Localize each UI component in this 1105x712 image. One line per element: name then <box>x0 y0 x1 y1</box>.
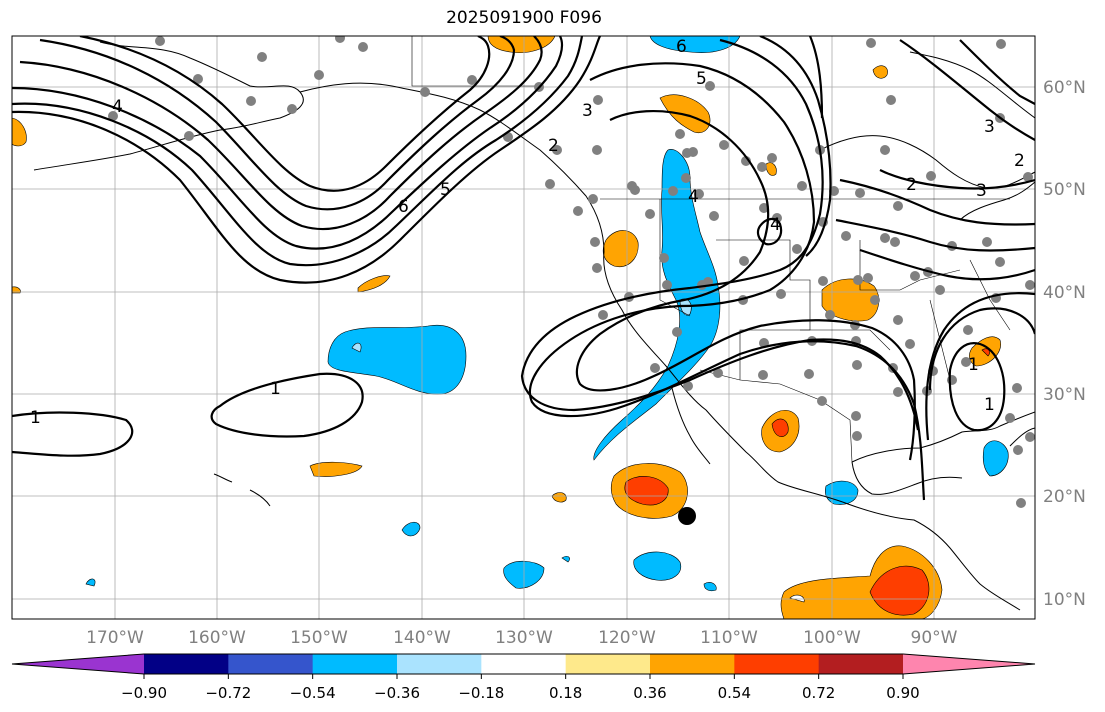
tc-marker <box>678 507 696 525</box>
colorbar-bin <box>734 654 820 674</box>
graticule <box>12 36 1035 619</box>
colorbar-tick-label: −0.54 <box>290 684 336 702</box>
contour-label: 3 <box>582 101 593 121</box>
contour-label: 1 <box>984 395 995 415</box>
political-borders <box>411 36 1011 463</box>
colorbar-tick-label: −0.90 <box>121 684 167 702</box>
colorbar-bin <box>228 654 314 674</box>
colorbar-bin <box>397 654 482 674</box>
colorbar-tick-label: 0.18 <box>549 684 582 702</box>
contour-label: 1 <box>270 379 281 399</box>
lon-label: 120°W <box>598 628 656 648</box>
contour-label: 4 <box>770 215 781 235</box>
colorbar-extend-high <box>903 654 1035 674</box>
colorbar-bin <box>818 654 904 674</box>
lon-label: 160°W <box>188 628 246 648</box>
lat-label: 20°N <box>1043 487 1086 507</box>
colorbar-tick-label: 0.54 <box>718 684 751 702</box>
lon-label: 130°W <box>495 628 553 648</box>
lon-label: 100°W <box>803 628 861 648</box>
colorbar: −0.90 −0.72 −0.54 −0.36 −0.18 0.18 0.36 0.54 0.7… <box>11 653 1036 702</box>
anomaly-fill <box>12 36 1009 619</box>
contour-label: 3 <box>984 117 995 137</box>
map-area: 1 1 2 3 4 5 6 2 3 4 5 6 2 3 4 1 1 <box>12 36 1035 619</box>
lat-label: 10°N <box>1043 590 1086 610</box>
longitude-labels: 170°W 160°W 150°W 140°W 130°W 120°W 110°… <box>86 628 958 648</box>
contour-label: 4 <box>688 187 699 207</box>
colorbar-tick-label: −0.18 <box>458 684 504 702</box>
colorbar-bin <box>481 654 567 674</box>
map-frame <box>11 35 1036 620</box>
contour-label: 1 <box>968 355 979 375</box>
colorbar-extend-low <box>12 654 144 674</box>
lon-label: 150°W <box>290 628 348 648</box>
colorbar-bin <box>144 654 229 674</box>
lat-label: 50°N <box>1043 180 1086 200</box>
contour-label: 5 <box>696 69 707 89</box>
contour-label: 6 <box>676 37 687 57</box>
lon-label: 170°W <box>86 628 144 648</box>
contour-label: 2 <box>906 175 917 195</box>
contour-label-group: 1 1 2 3 4 5 6 2 3 4 5 6 2 3 4 1 1 <box>30 37 1025 428</box>
latitude-labels: 60°N 50°N 40°N 30°N 20°N 10°N <box>1043 78 1086 610</box>
coastlines <box>33 41 1035 611</box>
lat-label: 40°N <box>1043 283 1086 303</box>
lon-label: 90°W <box>911 628 958 648</box>
colorbar-bin <box>650 654 735 674</box>
lat-label: 60°N <box>1043 78 1086 98</box>
lon-label: 140°W <box>393 628 451 648</box>
contour-label: 1 <box>30 408 41 428</box>
lon-label: 110°W <box>700 628 758 648</box>
colorbar-bin <box>312 654 398 674</box>
contour-label: 6 <box>398 197 409 217</box>
contour-label: 5 <box>440 180 451 200</box>
contour-label: 3 <box>976 181 987 201</box>
contour-lines <box>12 36 1035 501</box>
colorbar-bin <box>565 654 651 674</box>
lat-label: 30°N <box>1043 385 1086 405</box>
contour-label: 2 <box>1014 151 1025 171</box>
colorbar-tick-label: 0.36 <box>633 684 666 702</box>
contour-label: 2 <box>548 136 559 156</box>
colorbar-tick-label: 0.72 <box>802 684 835 702</box>
colorbar-tick-label: 0.90 <box>886 684 919 702</box>
colorbar-tick-label: −0.36 <box>374 684 420 702</box>
contour-label: 4 <box>112 97 123 117</box>
colorbar-tick-label: −0.72 <box>205 684 251 702</box>
map-title: 2025091900 F096 <box>446 8 602 28</box>
